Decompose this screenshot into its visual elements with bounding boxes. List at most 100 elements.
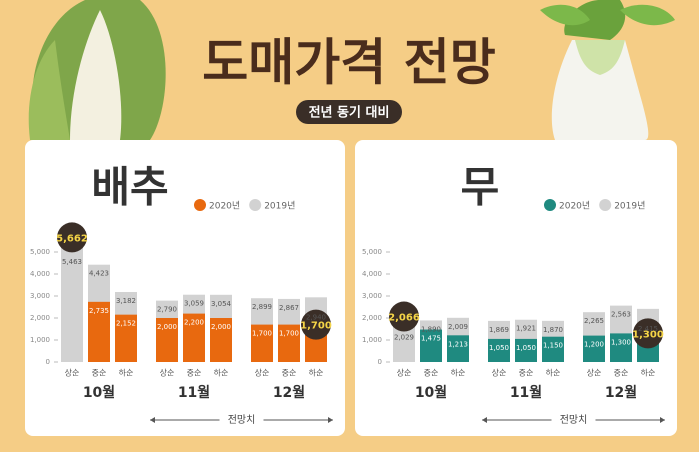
subtitle-pill bbox=[296, 100, 402, 124]
data-label: 2,009 bbox=[448, 323, 468, 331]
x-tick-label: 상순 bbox=[492, 368, 507, 378]
data-label: 2,735 bbox=[89, 307, 109, 315]
y-tick-label: 4,000 bbox=[362, 270, 382, 278]
x-tick-label: 중순 bbox=[519, 369, 534, 378]
bar bbox=[210, 318, 232, 362]
y-tick-label: 2,000 bbox=[362, 314, 382, 322]
x-tick-label: 중순 bbox=[424, 369, 439, 378]
y-tick-label: 2,000 bbox=[30, 314, 50, 322]
data-label: 1,050 bbox=[489, 344, 509, 352]
data-label: 2,940 bbox=[306, 313, 326, 321]
annotation-bg bbox=[551, 413, 596, 427]
data-label: 2,265 bbox=[584, 317, 604, 325]
x-tick-label: 하순 bbox=[119, 368, 134, 378]
data-label: 1,200 bbox=[584, 341, 604, 349]
y-tick-label: 5,000 bbox=[30, 248, 50, 256]
data-label: 3,182 bbox=[116, 297, 136, 305]
data-label: 1,150 bbox=[543, 342, 563, 350]
data-label: 2,000 bbox=[157, 323, 177, 331]
group-label: 10월 bbox=[415, 384, 447, 401]
bar bbox=[542, 336, 564, 362]
x-tick-label: 상순 bbox=[65, 368, 80, 378]
bar bbox=[61, 241, 83, 362]
x-tick-label: 중순 bbox=[614, 369, 629, 378]
data-label: 1,213 bbox=[448, 340, 468, 348]
data-label: 1,050 bbox=[516, 344, 536, 352]
group-label: 12월 bbox=[605, 384, 637, 401]
legend-swatch bbox=[544, 199, 556, 211]
bar bbox=[610, 333, 632, 362]
bar bbox=[583, 335, 605, 362]
data-label: 1,921 bbox=[516, 325, 536, 333]
data-label: 3,059 bbox=[184, 300, 204, 308]
data-label: 1,300 bbox=[632, 329, 664, 340]
data-label: 2,200 bbox=[184, 319, 204, 327]
group-label: 11월 bbox=[510, 384, 542, 401]
legend-label: 2019년 bbox=[264, 201, 295, 212]
bar bbox=[515, 338, 537, 362]
legend-swatch bbox=[194, 199, 206, 211]
data-label: 2,000 bbox=[211, 323, 231, 331]
bar bbox=[251, 324, 273, 362]
x-tick-label: 하순 bbox=[309, 368, 324, 378]
x-tick-label: 상순 bbox=[587, 368, 602, 378]
data-label: 4,423 bbox=[89, 270, 109, 278]
data-label: 5,662 bbox=[56, 233, 88, 244]
cabbage-illustration bbox=[28, 0, 166, 140]
data-label: 1,475 bbox=[421, 335, 441, 343]
legend-swatch bbox=[249, 199, 262, 211]
x-tick-label: 상순 bbox=[255, 368, 270, 378]
data-label: 1,700 bbox=[252, 330, 272, 338]
data-label: 1,300 bbox=[611, 338, 631, 346]
page-title: 도매가격 전망 bbox=[202, 34, 495, 92]
bar bbox=[488, 338, 510, 362]
highlight-badge bbox=[633, 318, 663, 349]
x-tick-label: 상순 bbox=[160, 368, 175, 378]
y-tick-label: 1,000 bbox=[30, 336, 50, 344]
data-label: 1,700 bbox=[279, 330, 299, 338]
data-label: 2,790 bbox=[157, 306, 177, 314]
highlight-badge bbox=[389, 301, 419, 332]
data-label: 2,899 bbox=[252, 303, 272, 311]
annotation: 전망치 bbox=[560, 414, 588, 426]
data-label: 2,152 bbox=[116, 320, 136, 328]
legend-swatch bbox=[599, 199, 612, 211]
data-label: 1,869 bbox=[489, 326, 509, 334]
data-label: 1,890 bbox=[421, 325, 441, 333]
x-tick-label: 하순 bbox=[546, 368, 561, 378]
data-label: 2,029 bbox=[394, 333, 414, 341]
group-label: 10월 bbox=[83, 384, 115, 401]
x-tick-label: 상순 bbox=[397, 368, 412, 378]
x-tick-label: 중순 bbox=[282, 369, 297, 378]
y-tick-label: 0 bbox=[46, 358, 50, 366]
y-tick-label: 3,000 bbox=[362, 292, 382, 300]
data-label: 2,415 bbox=[638, 325, 658, 333]
data-label: 2,066 bbox=[388, 313, 420, 324]
y-tick-label: 5,000 bbox=[362, 248, 382, 256]
data-label: 2,563 bbox=[611, 311, 631, 319]
y-tick-label: 0 bbox=[378, 358, 382, 366]
data-label: 1,700 bbox=[300, 321, 332, 332]
legend-label: 2019년 bbox=[614, 201, 645, 212]
annotation: 전망치 bbox=[228, 414, 256, 426]
group-label: 12월 bbox=[273, 384, 305, 401]
bar bbox=[420, 329, 442, 362]
x-tick-label: 하순 bbox=[641, 368, 656, 378]
x-tick-label: 중순 bbox=[187, 369, 202, 378]
highlight-badge bbox=[57, 222, 87, 253]
data-label: 1,870 bbox=[543, 326, 563, 334]
y-tick-label: 4,000 bbox=[30, 270, 50, 278]
bar bbox=[115, 314, 137, 362]
page-subtitle: 전년 동기 대비 bbox=[309, 105, 390, 121]
legend-label: 2020년 bbox=[209, 201, 240, 212]
bar bbox=[447, 335, 469, 362]
y-tick-label: 3,000 bbox=[30, 292, 50, 300]
x-tick-label: 중순 bbox=[92, 369, 107, 378]
x-tick-label: 하순 bbox=[214, 368, 229, 378]
bar bbox=[278, 324, 300, 362]
x-tick-label: 하순 bbox=[451, 368, 466, 378]
y-tick-label: 1,000 bbox=[362, 336, 382, 344]
chart-title: 배추 bbox=[91, 163, 168, 212]
legend-label: 2020년 bbox=[559, 201, 590, 212]
